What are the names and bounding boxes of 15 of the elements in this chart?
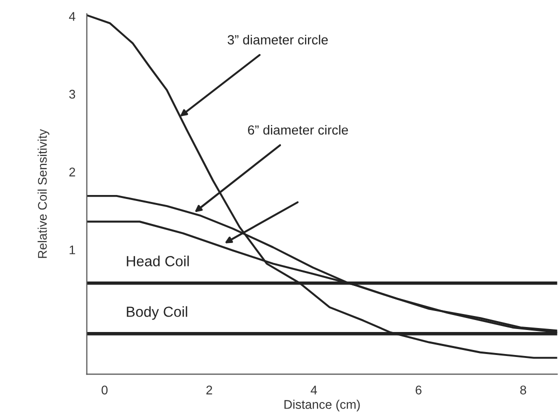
x-tick-label: 4 — [310, 386, 317, 394]
x-tick-label: 6 — [416, 386, 422, 394]
y-tick-label: 4 — [69, 12, 76, 21]
x-tick-label: 0 — [102, 386, 108, 394]
x-axis-title: Distance (cm) — [284, 400, 360, 412]
y-tick-label: 2 — [69, 168, 76, 176]
series-label: Head Coil — [126, 256, 189, 266]
annotation: 6” diameter circle — [248, 124, 348, 135]
y-tick-label: 1 — [70, 246, 76, 254]
x-tick-label: 8 — [520, 386, 526, 394]
annotation: 3” diameter circle — [228, 34, 328, 45]
y-axis-title: Relative Coil Sensitivity — [38, 129, 50, 258]
series-label: Body Coil — [126, 306, 188, 320]
y-tick-label: 3 — [69, 90, 76, 99]
x-tick-label: 2 — [206, 386, 212, 394]
